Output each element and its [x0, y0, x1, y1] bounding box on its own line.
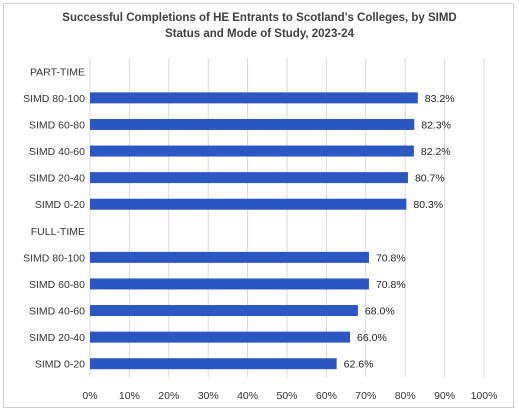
bar — [90, 278, 369, 290]
bars — [90, 92, 418, 370]
chart-title-line-1: Successful Completions of HE Entrants to… — [62, 12, 457, 24]
bar — [90, 331, 351, 343]
data-label: 80.3% — [413, 199, 443, 211]
category-label: SIMD 80-100 — [23, 252, 85, 264]
category-label: SIMD 60-80 — [29, 119, 85, 131]
bar — [90, 251, 369, 263]
x-tick-label: 40% — [237, 390, 258, 402]
x-tick-label: 60% — [316, 390, 337, 402]
category-label: SIMD 0-20 — [35, 359, 85, 371]
bar — [90, 305, 358, 317]
x-tick-label: 70% — [355, 390, 376, 402]
category-label: SIMD 0-20 — [35, 199, 85, 211]
x-tick-label: 30% — [198, 390, 219, 402]
category-label: SIMD 20-40 — [29, 173, 85, 185]
bar — [90, 172, 408, 184]
x-tick-label: 80% — [395, 390, 416, 402]
x-tick-label: 0% — [82, 390, 97, 402]
data-label: 66.0% — [357, 332, 387, 344]
category-label: SIMD 80-100 — [23, 93, 85, 105]
category-label: SIMD 60-80 — [29, 279, 85, 291]
data-label: 70.8% — [376, 252, 406, 264]
x-tick-label: 90% — [434, 390, 455, 402]
x-tick-label: 10% — [119, 390, 140, 402]
chart-title-line-2: Status and Mode of Study, 2023-24 — [165, 28, 354, 40]
category-labels: PART-TIME SIMD 80-100 SIMD 60-80 SIMD 40-60… — [23, 66, 85, 370]
data-label: 80.7% — [415, 173, 445, 185]
data-label: 68.0% — [365, 306, 395, 318]
category-label: FULL-TIME — [31, 226, 85, 238]
bar — [90, 358, 337, 370]
category-label: PART-TIME — [30, 66, 85, 78]
data-label: 82.2% — [421, 146, 451, 158]
bar — [90, 198, 407, 210]
gridlines — [89, 58, 485, 377]
category-label: SIMD 40-60 — [29, 306, 85, 318]
data-label: 83.2% — [425, 93, 455, 105]
data-labels: 83.2% 82.3% 82.2% 80.7% 80.3% 70.8% 70.8% 68.0%… — [344, 93, 455, 371]
x-tick-label: 50% — [276, 390, 297, 402]
chart-title: Successful Completions of HE Entrants to… — [0, 10, 519, 42]
bar — [90, 118, 415, 130]
data-label: 82.3% — [421, 119, 451, 131]
x-axis-tick-labels: 0% 10% 20% 30% 40% 50% 60% 70% 80% 90% 100% — [82, 390, 497, 402]
x-tick-label: 100% — [471, 390, 498, 402]
data-label: 62.6% — [344, 359, 374, 371]
bar — [90, 92, 418, 104]
category-label: SIMD 20-40 — [29, 332, 85, 344]
category-label: SIMD 40-60 — [29, 146, 85, 158]
data-label: 70.8% — [376, 279, 406, 291]
x-tick-label: 20% — [158, 390, 179, 402]
bar — [90, 145, 414, 157]
